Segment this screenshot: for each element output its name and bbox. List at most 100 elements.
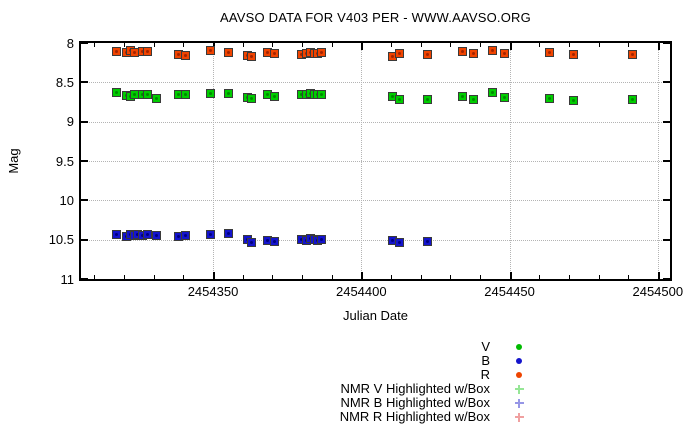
data-point-center <box>503 96 506 99</box>
data-point-R <box>628 50 637 59</box>
x-axis-label: Julian Date <box>342 308 409 323</box>
legend-label: NMR R Highlighted w/Box <box>339 409 490 424</box>
data-point-center <box>631 53 634 56</box>
data-point-center <box>391 95 394 98</box>
data-point-center <box>572 99 575 102</box>
legend-row: B <box>0 354 548 368</box>
x-tick <box>153 43 155 47</box>
x-tick <box>479 43 481 47</box>
data-point-center <box>155 234 158 237</box>
data-point-V <box>224 89 233 98</box>
x-tick <box>450 43 452 47</box>
y-tick <box>663 42 670 44</box>
y-tick-label: 11 <box>60 271 75 287</box>
data-point-R <box>143 47 152 56</box>
data-point-center <box>461 95 464 98</box>
data-point-center <box>146 93 149 96</box>
data-point-center <box>273 52 276 55</box>
y-tick <box>81 81 88 84</box>
data-point-R <box>569 50 578 59</box>
data-point-center <box>227 92 230 95</box>
data-point-center <box>398 52 401 55</box>
horizontal-gridline <box>81 161 670 162</box>
data-point-center <box>155 97 158 100</box>
legend-row: NMR R Highlighted w/Box <box>0 410 548 424</box>
data-point-center <box>184 54 187 57</box>
x-tick <box>183 43 185 47</box>
x-tick <box>420 275 422 279</box>
x-tick <box>450 275 452 279</box>
x-tick <box>598 43 600 47</box>
data-point-V <box>395 95 404 104</box>
x-tick <box>301 43 303 47</box>
legend-row: NMR B Highlighted w/Box <box>0 396 548 410</box>
legend-marker-cell <box>490 372 548 378</box>
data-point-R <box>458 47 467 56</box>
x-tick <box>361 43 364 50</box>
legend: V B R NMR V Highlighted w/Box NMR B Highligh… <box>0 340 548 424</box>
data-point-center <box>141 50 144 53</box>
data-point-center <box>300 53 303 56</box>
x-tick <box>390 43 392 47</box>
horizontal-gridline <box>81 200 670 202</box>
x-tick <box>390 275 392 279</box>
data-point-center <box>209 49 212 52</box>
data-point-center <box>227 232 230 235</box>
y-tick-label: 10 <box>59 192 74 208</box>
legend-marker-cell <box>490 344 548 350</box>
x-tick <box>657 43 660 50</box>
data-point-center <box>300 93 303 96</box>
data-point-V <box>628 95 637 104</box>
data-point-center <box>426 98 429 101</box>
data-point-center <box>177 93 180 96</box>
x-tick <box>420 43 422 47</box>
data-point-R <box>206 46 215 55</box>
data-point-R <box>247 52 256 61</box>
data-point-center <box>398 98 401 101</box>
data-point-center <box>548 51 551 54</box>
legend-row: V <box>0 340 548 354</box>
x-tick <box>301 275 303 279</box>
x-tick <box>657 272 660 279</box>
data-point-center <box>503 52 506 55</box>
data-point-V <box>469 95 478 104</box>
data-point-center <box>266 239 269 242</box>
x-tick <box>628 275 630 279</box>
data-point-V <box>143 90 152 99</box>
legend-dot-icon <box>516 358 522 364</box>
legend-label: B <box>481 353 490 368</box>
data-point-B <box>181 231 190 240</box>
legend-label: NMR B Highlighted w/Box <box>340 395 490 410</box>
legend-plus-icon <box>514 412 524 422</box>
x-tick <box>124 275 125 279</box>
data-point-B <box>224 229 233 238</box>
x-tick <box>509 272 512 279</box>
data-point-B <box>395 238 404 247</box>
legend-marker-cell <box>490 398 548 408</box>
data-point-center <box>115 50 118 53</box>
x-tick <box>568 275 570 279</box>
data-point-center <box>426 240 429 243</box>
data-point-B <box>152 231 161 240</box>
horizontal-gridline <box>81 239 670 241</box>
data-point-R <box>317 48 326 57</box>
data-point-center <box>177 53 180 56</box>
x-tick <box>94 275 96 279</box>
y-tick <box>663 81 670 84</box>
legend-dot-icon <box>516 344 522 350</box>
x-tick <box>598 275 600 279</box>
x-tick <box>242 43 244 47</box>
data-point-center <box>391 239 394 242</box>
data-point-center <box>184 93 187 96</box>
data-point-center <box>472 52 475 55</box>
x-tick <box>539 43 541 47</box>
data-point-center <box>461 50 464 53</box>
data-point-center <box>133 93 136 96</box>
data-point-center <box>141 93 144 96</box>
data-point-B <box>143 230 152 239</box>
x-tick-label: 2454500 <box>632 284 684 299</box>
data-point-center <box>250 97 253 100</box>
x-tick <box>509 43 512 50</box>
data-point-center <box>391 55 394 58</box>
